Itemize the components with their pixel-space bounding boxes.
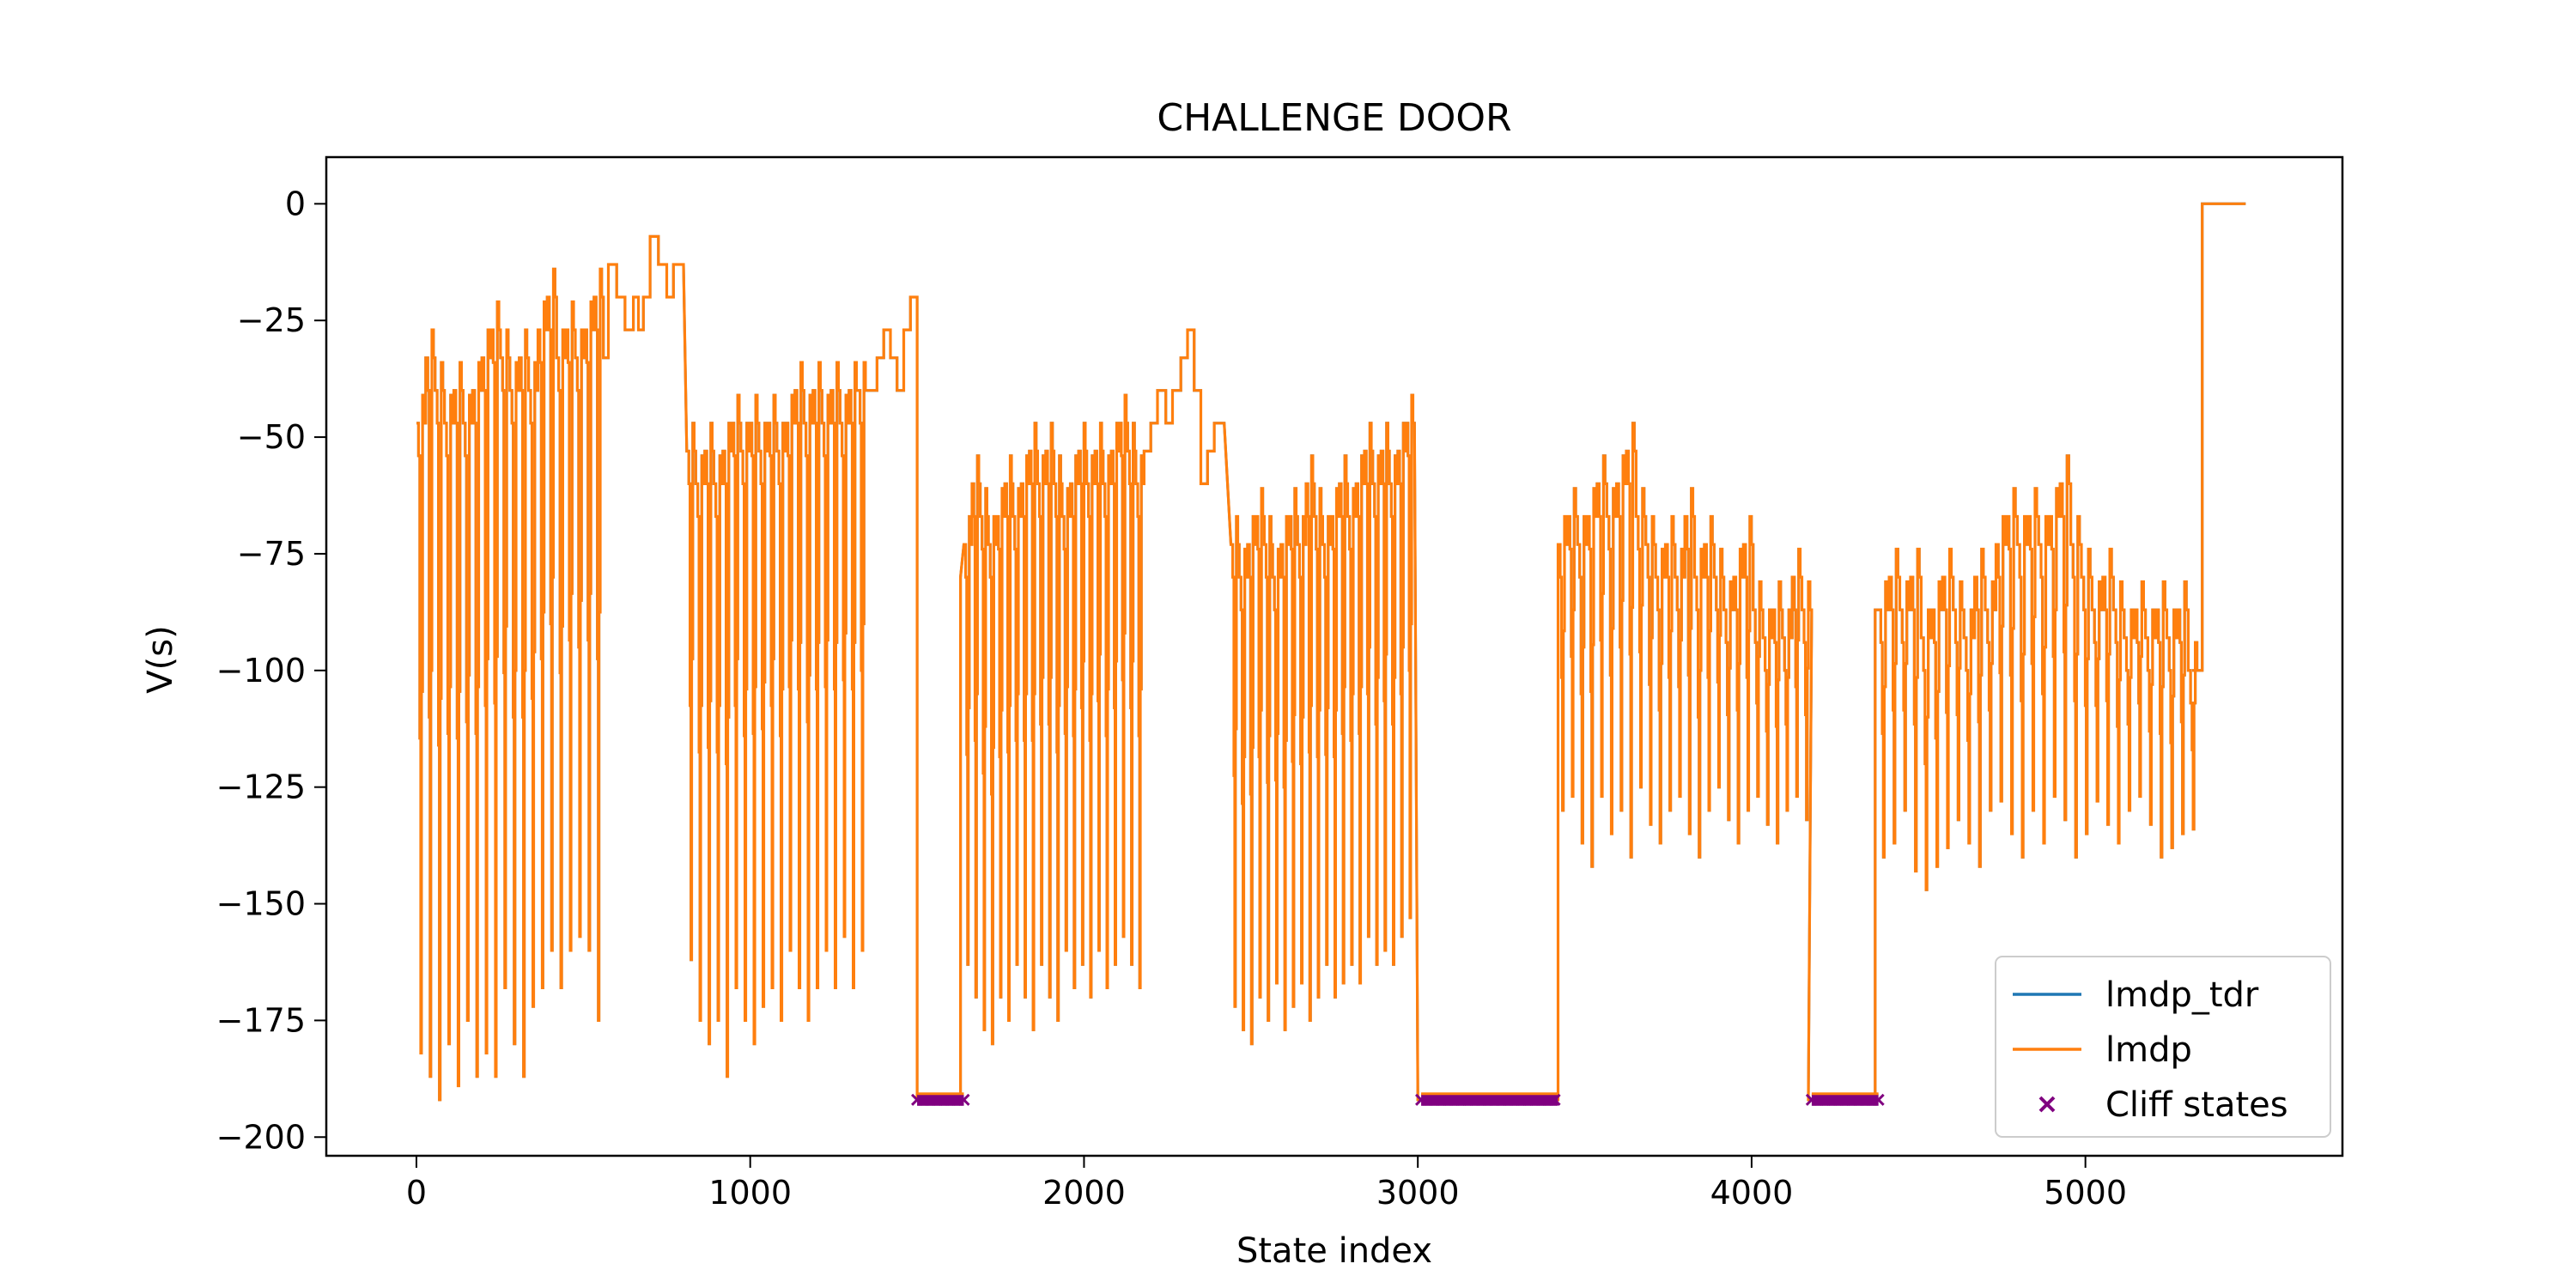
series-lmdp-line — [416, 202, 2246, 1102]
x-tick-label: 1000 — [708, 1174, 792, 1212]
x-tick-label: 5000 — [2044, 1174, 2127, 1212]
x-tick-label: 2000 — [1042, 1174, 1126, 1212]
legend-marker-swatch — [2038, 1096, 2056, 1113]
x-tick-label: 3000 — [1376, 1174, 1460, 1212]
legend-entry-lmdp: lmdp — [2013, 1030, 2192, 1070]
legend-label: Cliff states — [2105, 1085, 2288, 1125]
chart-title: CHALLENGE DOOR — [1157, 96, 1511, 140]
y-axis-label: V(s) — [141, 625, 180, 693]
legend-box — [1995, 956, 2331, 1138]
y-tick-label: −125 — [216, 769, 306, 806]
legend-entry-lmdp-tdr: lmdp_tdr — [2013, 975, 2259, 1015]
legend-entry-cliff-states: Cliff states — [2038, 1085, 2288, 1125]
cliff-state-marker — [1548, 1093, 1561, 1106]
y-tick-label: −50 — [237, 418, 306, 456]
x-axis: 0 1000 2000 3000 4000 5000 — [406, 1156, 2127, 1212]
legend-label: lmdp — [2105, 1030, 2192, 1070]
y-tick-label: 0 — [285, 185, 306, 222]
legend-label: lmdp_tdr — [2105, 975, 2259, 1015]
y-tick-label: −100 — [216, 652, 306, 690]
cliff-states-group — [1805, 1092, 1885, 1106]
y-tick-label: −25 — [237, 301, 306, 339]
y-tick-label: −175 — [216, 1001, 306, 1039]
plot-area — [416, 202, 2246, 1106]
cliff-state-marker — [1872, 1093, 1885, 1106]
x-axis-label: State index — [1236, 1231, 1432, 1271]
y-tick-label: −150 — [216, 885, 306, 923]
y-tick-label: −200 — [216, 1118, 306, 1156]
cliff-states-group — [1415, 1092, 1561, 1106]
y-axis: 0 −25 −50 −75 −100 −125 −150 −175 −200 — [216, 185, 326, 1156]
cliff-states-group — [911, 1092, 970, 1106]
cliff-state-marker — [957, 1093, 970, 1106]
x-tick-label: 0 — [406, 1174, 427, 1212]
y-tick-label: −75 — [237, 535, 306, 573]
axes-frame — [325, 155, 2344, 1157]
x-tick-label: 4000 — [1710, 1174, 1794, 1212]
